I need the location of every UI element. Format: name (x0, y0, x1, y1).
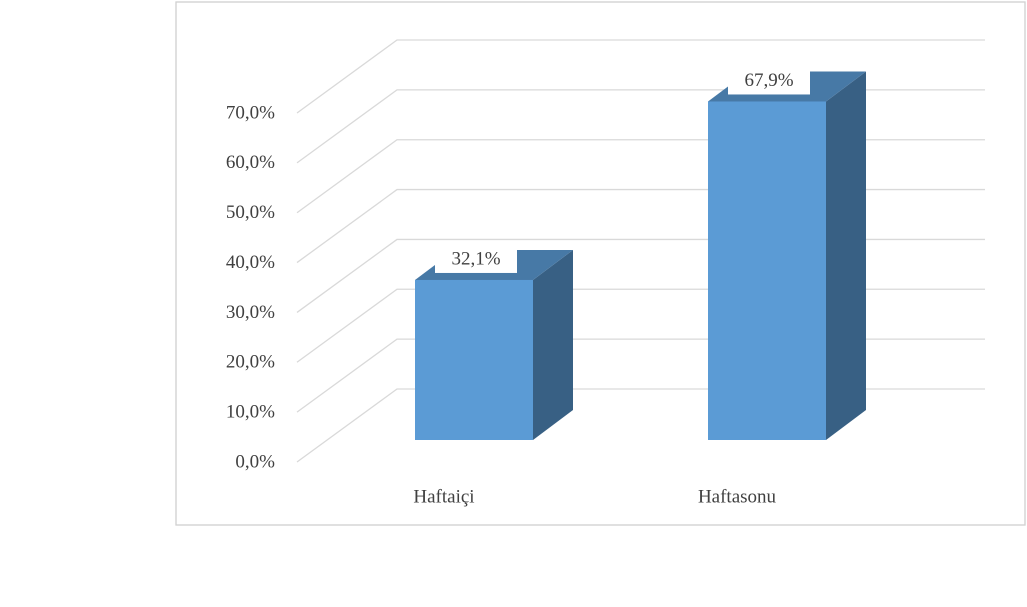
x-tick-label: Haftaiçi (413, 486, 474, 507)
y-tick-label: 40,0% (226, 252, 275, 273)
bar-front (708, 101, 826, 440)
value-label-box (435, 244, 517, 273)
chart-frame (175, 1, 1026, 526)
y-tick-label: 10,0% (226, 402, 275, 423)
y-tick-label: 20,0% (226, 352, 275, 373)
bar-side (826, 71, 866, 440)
y-tick-label: 70,0% (226, 102, 275, 123)
value-label-box (728, 66, 810, 95)
bar (415, 249, 573, 440)
value-label: 67,9% (744, 70, 793, 91)
y-tick-label: 0,0% (235, 451, 275, 472)
x-tick-label: Haftasonu (698, 486, 777, 507)
bar-side (533, 249, 573, 440)
grid-line (296, 39, 985, 114)
bar (708, 71, 866, 440)
value-label: 32,1% (451, 248, 500, 269)
y-tick-label: 50,0% (226, 202, 275, 223)
bar-front (415, 279, 533, 440)
y-tick-label: 60,0% (226, 152, 275, 173)
y-tick-label: 30,0% (226, 302, 275, 323)
